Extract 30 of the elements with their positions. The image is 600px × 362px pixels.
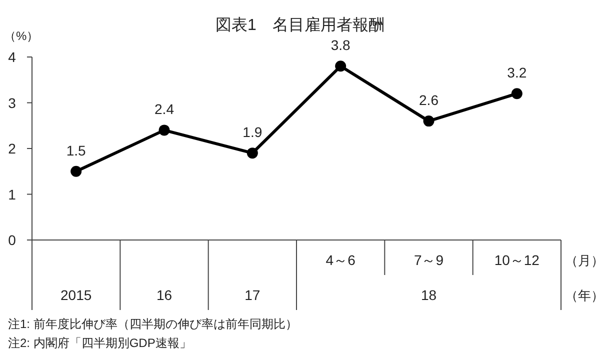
x-tick-label: 16: [156, 287, 172, 303]
y-tick-label: 3: [8, 94, 16, 111]
text: 18: [420, 287, 437, 303]
data-label: 3.2: [507, 64, 527, 81]
data-label: 2.6: [419, 92, 439, 108]
point: [335, 60, 346, 72]
y-axis-title: （%）: [4, 29, 39, 43]
chart-title: 図表1 名目雇用者報酬: [216, 16, 384, 34]
point: [511, 88, 522, 100]
y-tick-label: 4: [8, 49, 16, 65]
point: [158, 124, 170, 136]
x-tick-label: 17: [244, 287, 260, 303]
data-label: 1.9: [242, 124, 262, 140]
text: （年）: [565, 288, 600, 303]
data-label: 3.8: [330, 37, 351, 54]
x-tick-label: 7～9: [414, 252, 444, 268]
text: （月）: [565, 253, 600, 268]
x-tick-label: 4～6: [326, 252, 356, 268]
y-tick-label: 0: [8, 232, 16, 248]
y-tick-label: 1: [8, 186, 16, 202]
point: [70, 166, 82, 177]
data-label: 1.5: [66, 142, 86, 158]
text: 注2: 内閣府「四半期別GDP速報」: [8, 336, 192, 350]
text: 注1: 前年度比伸び率（四半期の伸び率は前年同期比）: [8, 317, 298, 331]
point: [423, 116, 434, 127]
x-tick-label: 10～12: [494, 252, 540, 268]
y-tick-label: 2: [8, 140, 16, 156]
data-label: 2.4: [154, 101, 174, 118]
x-tick-label: 2015: [60, 287, 92, 303]
point: [246, 148, 258, 159]
